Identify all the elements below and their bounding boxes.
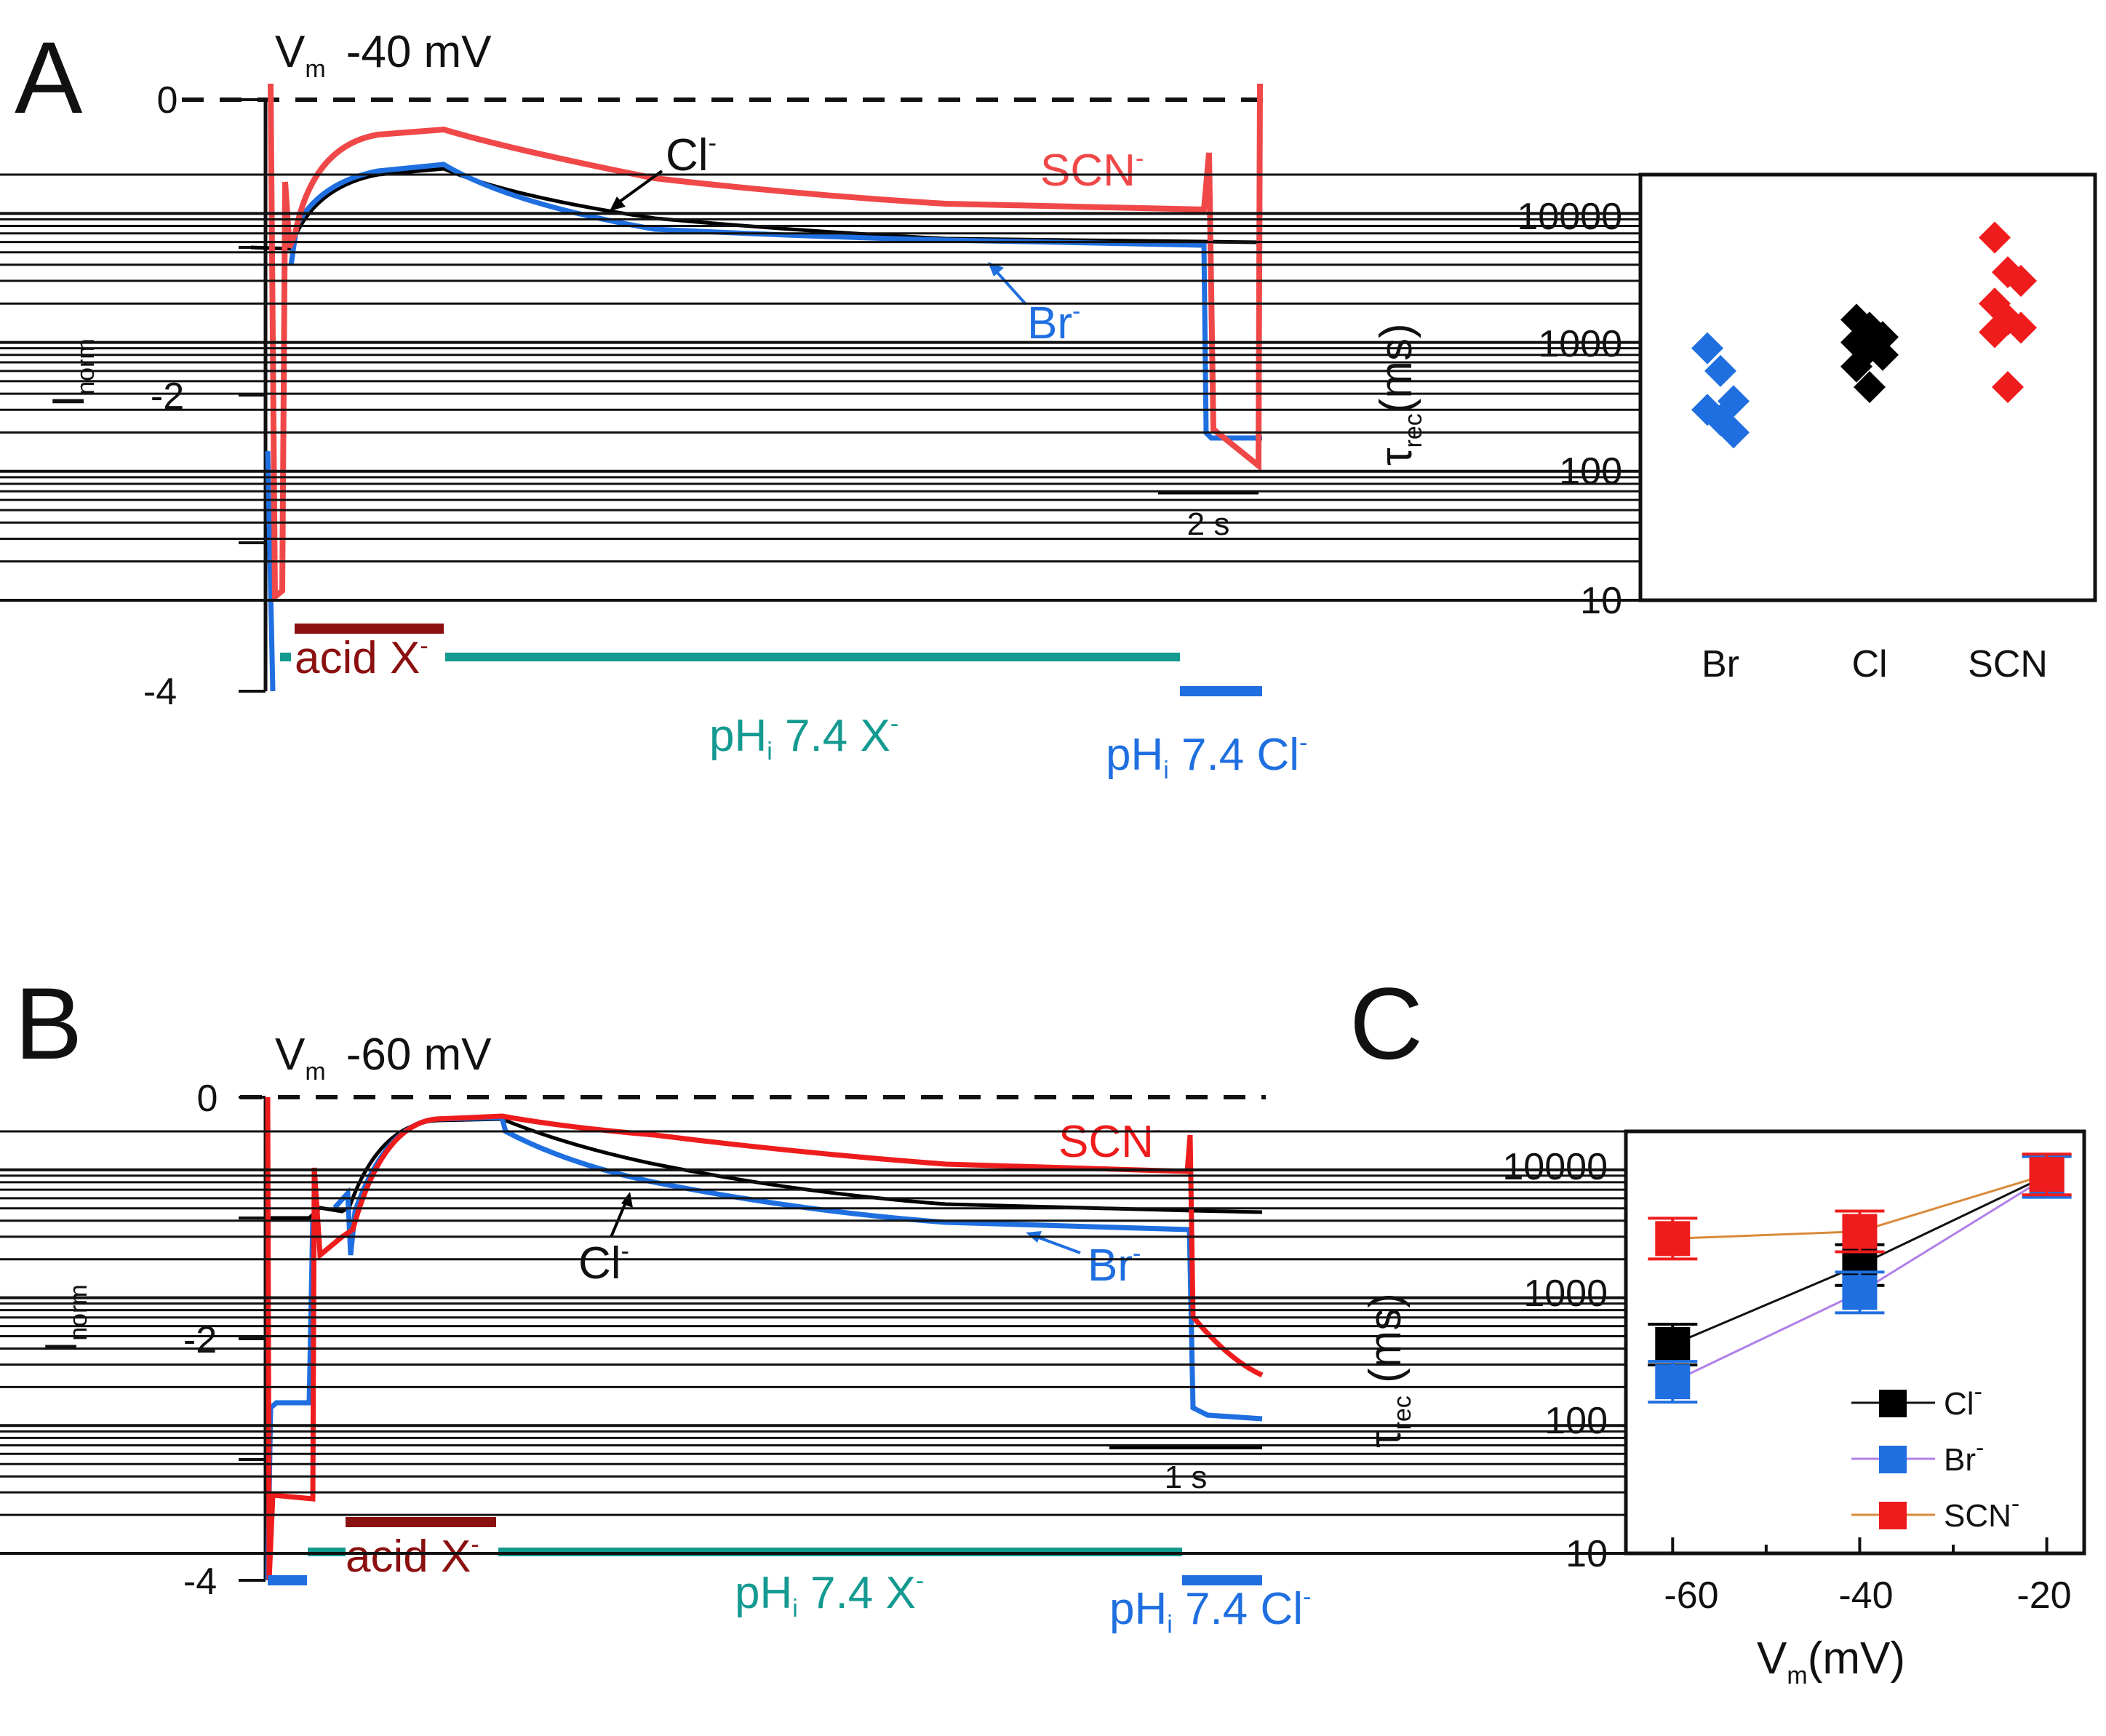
panel-c-ytick-100: 100 [1544, 1400, 1608, 1442]
panel-a-arrow-cl [613, 170, 663, 207]
panel-c-letter: C [1349, 966, 1423, 1080]
point-scn [2029, 1157, 2065, 1192]
panel-a-scatter: 10000 1000 100 10 τrec(ms) Br Cl SCN [0, 172, 2097, 685]
panel-c-legend: Cl- Br- SCN- [1851, 1378, 2019, 1534]
panel-a-arrow-br [992, 266, 1027, 306]
scatter-points [1691, 221, 2037, 449]
point-br [1842, 1275, 1878, 1310]
panel-b-arrow-cl [610, 1198, 629, 1238]
scatter-point-br [1704, 354, 1736, 387]
panel-a-label-phcl: pHi 7.4 Cl- [1106, 729, 1307, 784]
panel-c-xtick-m40: -40 [1838, 1574, 1893, 1617]
panel-a-label-cl: Cl- [666, 130, 717, 180]
panel-a-letter: A [15, 20, 83, 135]
panel-a: A Vm -40 mV 0 -2 -4 Inorm Cl- SCN- Br- [15, 20, 1307, 784]
legend-marker-cl [1879, 1390, 1907, 1417]
panel-b-y-ticks [239, 1096, 266, 1582]
scatter-point-scn [2005, 311, 2037, 344]
scatter-point-scn [1979, 316, 2011, 349]
panel-b: B Vm -60 mV 0 -2 -4 Inorm SCN- Cl- Br- 1 … [15, 966, 1311, 1639]
panel-b-arrow-br [1032, 1234, 1081, 1254]
panel-a-ytick-m4: -4 [143, 671, 177, 713]
panel-b-label-br: Br- [1088, 1240, 1141, 1291]
scatter-point-br [1718, 416, 1750, 449]
panel-b-vm-label: Vm -60 mV [275, 1030, 492, 1086]
scatter-xtick-scn: SCN [1968, 643, 2048, 685]
panel-a-y-ticks [239, 98, 266, 693]
scatter-point-br [1691, 332, 1723, 365]
scatter-ytick-1000: 1000 [1538, 323, 1622, 365]
panel-a-label-acid: acid X- [295, 632, 428, 683]
panel-a-label-scn: SCN- [1040, 145, 1144, 196]
point-scn [1842, 1214, 1878, 1249]
panel-a-ytick-0: 0 [157, 79, 178, 122]
panel-a-trace-br [265, 162, 1262, 692]
panel-c-x-label: Vm(mV) [1757, 1633, 1905, 1689]
panel-b-arrowhead-cl [621, 1192, 633, 1208]
panel-c-xtick-m60: -60 [1664, 1574, 1718, 1617]
panel-c-frame [1624, 1129, 2086, 1556]
panel-b-letter: B [15, 966, 82, 1080]
legend-label-scn: SCN- [1944, 1490, 2019, 1534]
panel-c-ticks [0, 1130, 2049, 1555]
panel-b-label-scn: SCN- [1058, 1116, 1162, 1167]
scatter-ytick-100: 100 [1559, 450, 1622, 493]
panel-a-scale-label: 2 s [1187, 506, 1230, 542]
scatter-point-cl [1840, 350, 1872, 383]
panel-c-ytick-1000: 1000 [1523, 1273, 1608, 1315]
legend-label-br: Br- [1944, 1434, 1984, 1478]
panel-b-trace-cl [269, 1117, 1263, 1220]
panel-c-xtick-m20: -20 [2017, 1574, 2071, 1617]
panel-c-y-label: τrec (ms) [1360, 1293, 1416, 1448]
panel-b-label-cl: Cl- [578, 1238, 629, 1289]
panel-a-vm-label: Vm -40 mV [275, 27, 492, 83]
legend-marker-br [1879, 1446, 1907, 1473]
panel-a-label-br: Br- [1027, 298, 1080, 349]
scatter-xtick-cl: Cl [1851, 643, 1887, 685]
panel-a-arrowhead-cl [610, 196, 626, 211]
scatter-point-scn [2005, 265, 2037, 298]
point-cl [1655, 1326, 1691, 1362]
scatter-y-ticks [0, 173, 1640, 602]
point-scn [1655, 1221, 1691, 1257]
scatter-frame [1638, 172, 2097, 602]
panel-b-ytick-0: 0 [197, 1078, 218, 1120]
scatter-point-scn [1979, 221, 2011, 254]
panel-c-ytick-10: 10 [1565, 1533, 1608, 1575]
scatter-y-label: τrec(ms) [1371, 323, 1427, 466]
scatter-xtick-br: Br [1702, 643, 1739, 685]
panel-a-trace-scn [268, 83, 1263, 603]
panel-c-ytick-10000: 10000 [1502, 1146, 1608, 1188]
panel-b-label-phcl: pHi 7.4 Cl- [1109, 1583, 1311, 1639]
panel-b-label-acid: acid X- [346, 1531, 479, 1582]
panel-c: C 10000 1000 100 10 -60 -40 -20 τrec (ms… [0, 966, 2086, 1689]
point-br [1655, 1364, 1691, 1400]
panel-b-label-ph74: pHi 7.4 X- [735, 1567, 924, 1622]
scatter-ytick-10000: 10000 [1517, 196, 1622, 238]
panel-c-series [1648, 1152, 2072, 1404]
scatter-ytick-10: 10 [1580, 580, 1622, 622]
legend-marker-scn [1879, 1502, 1907, 1529]
panel-b-ytick-m4: -4 [183, 1561, 217, 1603]
panel-a-label-ph74: pHi 7.4 X- [709, 710, 898, 765]
panel-b-y-label: Inorm [36, 1284, 92, 1353]
scatter-point-cl [1854, 371, 1886, 404]
legend-label-cl: Cl- [1944, 1378, 1982, 1422]
scatter-point-scn [1992, 371, 2024, 404]
scatter-point-cl [1867, 338, 1899, 371]
